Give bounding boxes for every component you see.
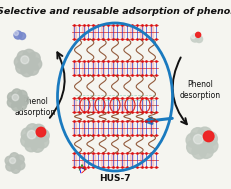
Circle shape: [12, 94, 19, 101]
Circle shape: [192, 144, 207, 159]
Circle shape: [19, 95, 29, 105]
Circle shape: [191, 34, 199, 42]
Circle shape: [31, 139, 44, 152]
Circle shape: [10, 153, 19, 162]
Circle shape: [196, 36, 203, 43]
Circle shape: [196, 32, 201, 37]
Circle shape: [15, 155, 24, 164]
Circle shape: [193, 134, 210, 152]
Circle shape: [8, 92, 17, 102]
Circle shape: [21, 56, 35, 70]
Circle shape: [36, 135, 49, 148]
Text: HUS-7: HUS-7: [99, 174, 131, 183]
Circle shape: [19, 33, 26, 40]
Circle shape: [11, 101, 21, 111]
Circle shape: [36, 129, 49, 142]
Circle shape: [26, 124, 39, 137]
Circle shape: [21, 134, 34, 147]
Circle shape: [186, 133, 201, 147]
Circle shape: [23, 49, 35, 61]
Text: Phenol
desorption: Phenol desorption: [179, 80, 221, 100]
Circle shape: [7, 98, 17, 107]
Circle shape: [32, 124, 45, 137]
Circle shape: [16, 161, 25, 170]
Circle shape: [30, 58, 42, 70]
Circle shape: [187, 140, 201, 154]
Circle shape: [204, 139, 218, 153]
Circle shape: [203, 131, 214, 142]
Circle shape: [27, 130, 36, 139]
Circle shape: [16, 62, 28, 74]
Circle shape: [12, 94, 24, 106]
Text: Phenol
adsorption: Phenol adsorption: [14, 97, 56, 117]
Circle shape: [17, 90, 27, 100]
Circle shape: [21, 64, 33, 77]
Circle shape: [14, 56, 27, 68]
Circle shape: [14, 31, 18, 36]
Circle shape: [28, 52, 40, 64]
Circle shape: [17, 51, 29, 63]
Circle shape: [199, 144, 213, 158]
Circle shape: [17, 100, 27, 110]
Circle shape: [203, 132, 217, 146]
Circle shape: [10, 158, 20, 168]
Circle shape: [27, 63, 39, 75]
Circle shape: [6, 162, 15, 171]
Circle shape: [10, 158, 16, 164]
Circle shape: [27, 130, 43, 146]
Circle shape: [193, 134, 203, 144]
Circle shape: [21, 128, 34, 141]
Circle shape: [36, 127, 46, 137]
Circle shape: [25, 139, 38, 152]
Circle shape: [11, 164, 20, 173]
Circle shape: [21, 56, 29, 64]
Circle shape: [198, 127, 212, 142]
Circle shape: [5, 156, 14, 165]
Circle shape: [14, 31, 22, 39]
Text: Selective and reusable adsorption of phenol: Selective and reusable adsorption of phe…: [0, 7, 231, 16]
Circle shape: [191, 34, 195, 38]
Circle shape: [12, 89, 22, 99]
Circle shape: [191, 128, 205, 142]
